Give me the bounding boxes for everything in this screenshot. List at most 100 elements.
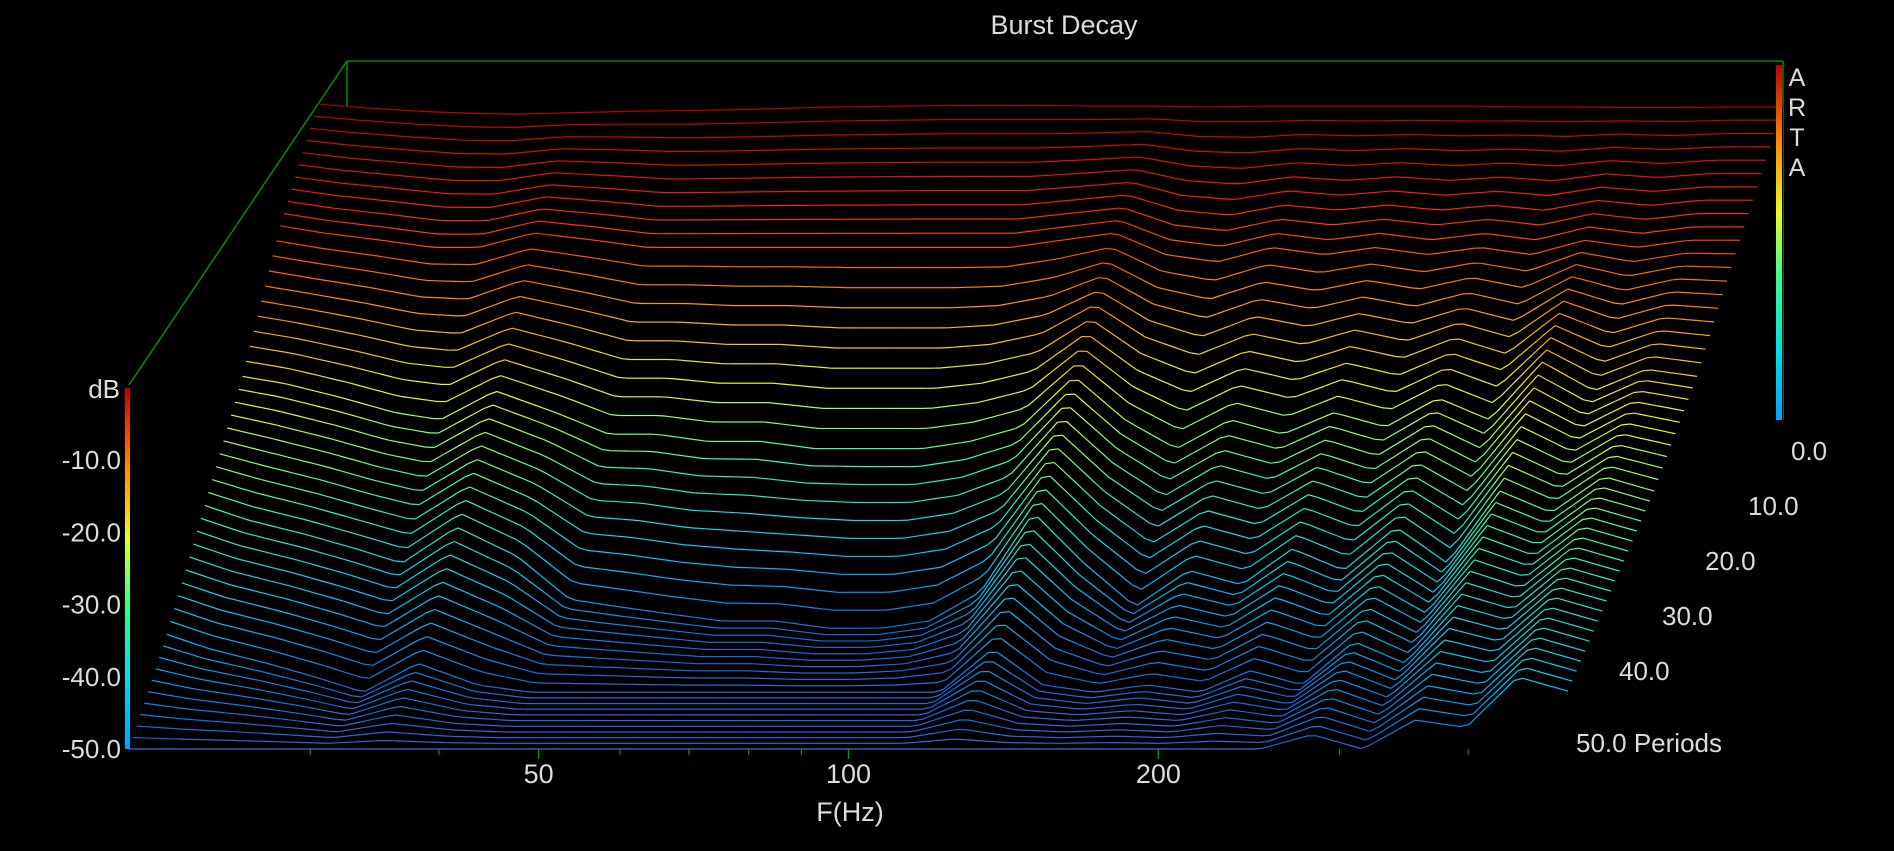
slice-segment [312, 433, 323, 438]
slice-segment [1050, 365, 1061, 374]
slice-segment [1655, 330, 1665, 333]
slice-segment [1118, 207, 1128, 210]
slice-segment [366, 521, 376, 526]
slice-segment [1181, 349, 1191, 354]
slice-segment [1624, 174, 1634, 177]
slice-segment [538, 537, 548, 545]
slice-segment [1240, 535, 1250, 540]
slice-segment [1508, 331, 1519, 338]
slice-segment [466, 341, 477, 347]
slice-segment [1333, 441, 1344, 446]
slice-segment [1112, 298, 1122, 305]
slice-segment [1332, 379, 1342, 384]
slice-segment [648, 610, 658, 613]
slice-segment [1393, 471, 1404, 479]
slice-segment [1562, 460, 1572, 463]
slice-segment [811, 325, 821, 328]
slice-segment [445, 179, 455, 181]
slice-segment [1623, 326, 1633, 331]
slice-segment [1409, 191, 1420, 194]
slice-segment [1393, 284, 1404, 288]
slice-segment [591, 407, 602, 412]
slice-segment [1581, 278, 1591, 283]
slice-segment [1131, 346, 1141, 354]
slice-segment [336, 104, 346, 107]
slice-segment [1125, 156, 1135, 159]
slice-segment [1390, 162, 1401, 164]
slice-segment [490, 346, 500, 352]
slice-segment [513, 362, 524, 367]
slice-segment [916, 482, 926, 485]
slice-segment [289, 515, 300, 519]
slice-segment [538, 421, 548, 426]
slice-segment [1231, 532, 1241, 537]
slice-segment [406, 517, 416, 520]
slice-segment [1634, 203, 1644, 206]
slice-segment [1125, 288, 1135, 295]
slice-segment [534, 435, 544, 441]
slice-segment [1338, 428, 1348, 432]
slice-segment [518, 492, 529, 498]
slice-segment [1106, 439, 1117, 449]
slice-segment [1679, 174, 1689, 177]
slice-segment [455, 391, 465, 398]
slice-segment [1158, 174, 1168, 178]
slice-segment [367, 551, 377, 556]
slice-segment [1435, 521, 1446, 529]
slice-segment [1612, 466, 1623, 471]
slice-segment [546, 390, 556, 395]
slice-segment [508, 236, 518, 241]
slice-segment [1347, 249, 1357, 252]
slice-segment [414, 295, 424, 298]
slice-segment [1453, 524, 1464, 534]
slice-segment [1234, 303, 1245, 309]
slice-segment [419, 203, 429, 207]
slice-segment [996, 430, 1007, 435]
slice-segment [496, 390, 507, 396]
slice-segment [1300, 375, 1310, 380]
slice-segment [814, 571, 824, 574]
slice-segment [1499, 333, 1510, 338]
slice-segment [517, 234, 527, 238]
slice-segment [621, 484, 631, 486]
slice-segment [314, 463, 324, 467]
slice-segment [1570, 406, 1580, 413]
slice-segment [370, 146, 380, 149]
slice-segment [1154, 218, 1165, 223]
slice-segment [1601, 186, 1612, 189]
slice-segment [1339, 489, 1349, 494]
slice-segment [1126, 524, 1137, 533]
slice-segment [785, 363, 795, 366]
slice-segment [307, 229, 317, 233]
slice-segment [1217, 512, 1227, 517]
slice-segment [1587, 386, 1598, 391]
slice-segment [1341, 208, 1352, 211]
slice-segment [992, 447, 1003, 452]
slice-segment [448, 445, 459, 452]
slice-segment [479, 418, 490, 423]
slice-segment [569, 288, 579, 292]
slice-segment [240, 517, 251, 522]
slice-segment [668, 396, 678, 399]
slice-segment [1655, 356, 1665, 359]
slice-segment [893, 624, 903, 628]
slice-segment [1582, 336, 1592, 342]
slice-segment [1589, 226, 1599, 229]
slice-segment [1615, 174, 1625, 176]
slice-segment [793, 324, 803, 327]
slice-segment [939, 496, 949, 499]
slice-segment [1103, 327, 1114, 336]
slice-segment [1120, 268, 1130, 274]
slice-segment [362, 352, 373, 356]
slice-segment [765, 459, 775, 463]
slice-segment [434, 523, 445, 531]
slice-segment [999, 376, 1010, 380]
slice-segment [1025, 456, 1036, 469]
slice-segment [1687, 374, 1698, 377]
slice-segment [1298, 494, 1309, 501]
slice-segment [468, 370, 478, 377]
slice-segment [470, 421, 481, 428]
slice-segment [1082, 210, 1092, 213]
slice-segment [267, 524, 278, 528]
slice-segment [469, 486, 480, 492]
